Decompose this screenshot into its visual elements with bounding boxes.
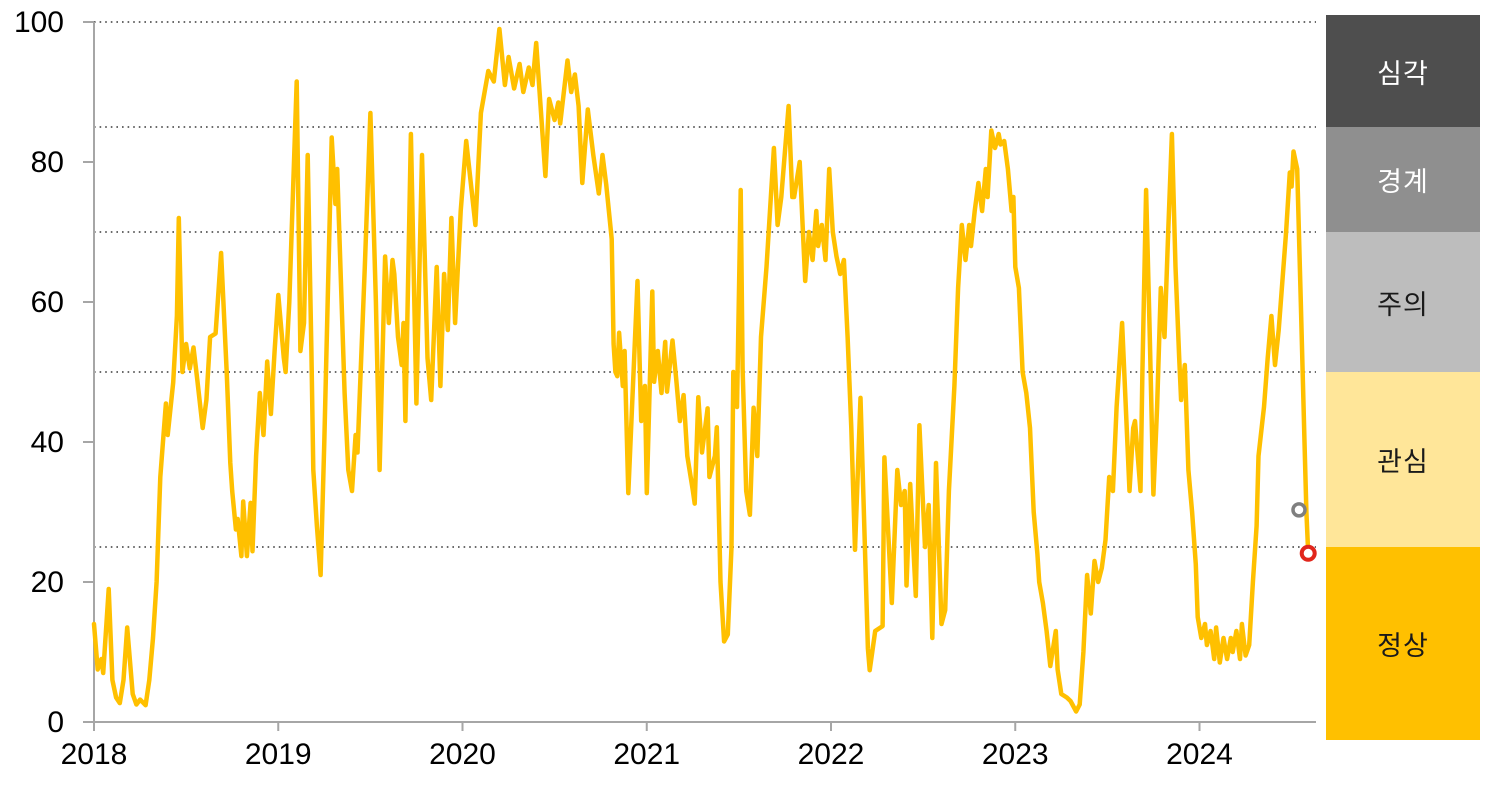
y-axis-label-100: 100 (14, 6, 64, 39)
legend-band-label: 주의 (1377, 289, 1429, 320)
y-axis-label-20: 20 (31, 566, 64, 599)
legend-band-label: 관심 (1377, 447, 1429, 477)
y-axis-label-0: 0 (47, 706, 64, 739)
index-line-series (91, 26, 1311, 714)
legend-band-label: 정상 (1377, 631, 1429, 661)
legend-band-정상: 정상 (1326, 547, 1480, 740)
axis-tick-labels: 0 20 40 60 80 100 2018 2019 2020 2021 2022 2023 2024 (14, 6, 1233, 771)
legend-band-label: 경계 (1377, 167, 1429, 197)
y-axis-label-80: 80 (31, 146, 64, 179)
end-markers (1291, 502, 1317, 562)
latest-value-marker (1299, 544, 1317, 562)
x-axis-label-2021: 2021 (613, 738, 680, 771)
x-axis-label-2019: 2019 (245, 738, 312, 771)
legend-band-심각: 심각 (1326, 15, 1480, 127)
x-axis-label-2023: 2023 (982, 738, 1049, 771)
legend-band-주의: 주의 (1326, 232, 1480, 372)
x-axis-label-2022: 2022 (798, 738, 865, 771)
axes (83, 21, 1316, 731)
y-axis-label-40: 40 (31, 426, 64, 459)
legend-band-관심: 관심 (1326, 372, 1480, 547)
x-axis-label-2018: 2018 (61, 738, 128, 771)
x-axis-label-2024: 2024 (1166, 738, 1233, 771)
legend-band-label: 심각 (1377, 58, 1429, 89)
x-axis-label-2020: 2020 (429, 738, 496, 771)
gridlines (94, 21, 1316, 548)
y-axis-label-60: 60 (31, 286, 64, 319)
legend-band-경계: 경계 (1326, 127, 1480, 232)
previous-value-marker (1291, 502, 1307, 518)
